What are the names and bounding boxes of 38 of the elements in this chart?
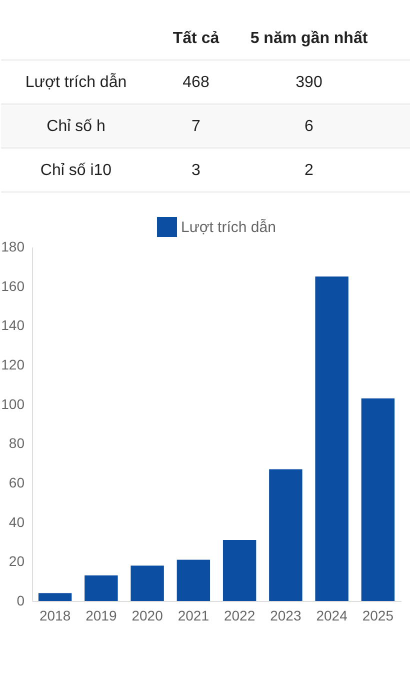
y-tick-label: 20 bbox=[8, 553, 25, 570]
x-tick-label: 2023 bbox=[270, 608, 302, 624]
category-label: Chỉ số h bbox=[46, 118, 106, 135]
text: 6 bbox=[304, 118, 314, 135]
y-tick-label: 60 bbox=[8, 474, 25, 490]
category-label: Lượt trích dẫn bbox=[25, 74, 127, 91]
x-tick-label: 2019 bbox=[86, 608, 117, 624]
x-tick-label: 2021 bbox=[178, 608, 210, 624]
x-tick-label: 2025 bbox=[362, 608, 394, 624]
x-tick-label: 2020 bbox=[132, 608, 164, 624]
y-tick-label: 140 bbox=[1, 317, 25, 334]
y-tick-label: 0 bbox=[16, 592, 25, 608]
text: 468 bbox=[182, 74, 210, 91]
bar bbox=[38, 593, 72, 601]
category-label: 5 năm gần nhất bbox=[250, 30, 368, 47]
text: 7 bbox=[192, 118, 200, 135]
y-tick-label: 100 bbox=[1, 396, 25, 412]
category-label: Chỉ số i10 bbox=[40, 162, 112, 179]
y-tick-label: 120 bbox=[1, 356, 25, 372]
y-tick-label: 180 bbox=[1, 238, 25, 254]
y-tick-label: 160 bbox=[1, 278, 25, 294]
bar bbox=[176, 560, 210, 601]
bar bbox=[130, 566, 164, 601]
text: 3 bbox=[192, 162, 200, 179]
text: 390 bbox=[296, 74, 322, 91]
bar bbox=[315, 276, 348, 601]
bar bbox=[361, 398, 395, 601]
bar bbox=[269, 469, 302, 601]
x-tick-label: 2018 bbox=[39, 608, 71, 624]
text: 2 bbox=[304, 162, 314, 179]
bar bbox=[222, 540, 256, 601]
legend-label: Lượt trích dẫn bbox=[181, 219, 276, 236]
y-tick-label: 40 bbox=[8, 514, 25, 530]
category-label: Tất cả bbox=[172, 30, 220, 47]
bar bbox=[84, 575, 118, 601]
y-tick-label: 80 bbox=[8, 435, 25, 452]
x-tick-label: 2022 bbox=[224, 608, 256, 624]
x-tick-label: 2024 bbox=[316, 608, 348, 624]
